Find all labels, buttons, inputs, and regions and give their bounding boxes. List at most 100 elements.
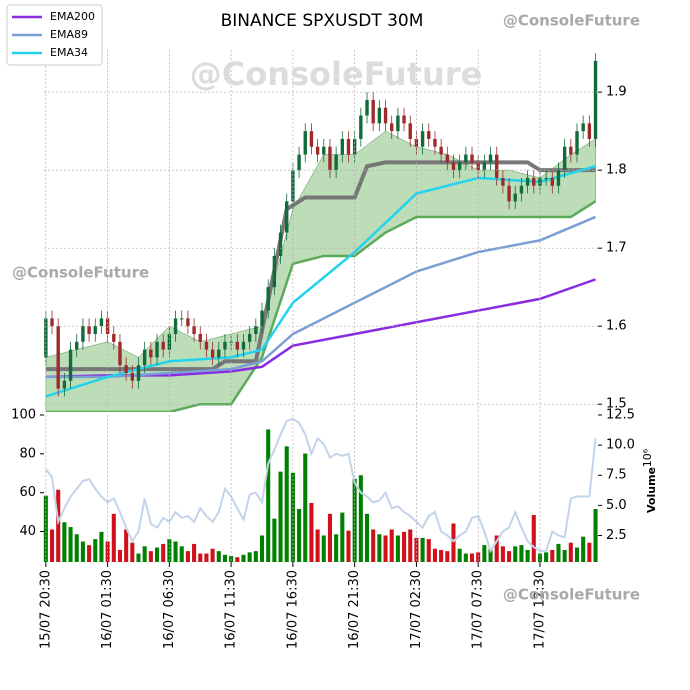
candle-body	[217, 349, 221, 358]
candle-body	[322, 146, 326, 155]
volume-bar	[297, 508, 302, 562]
volume-bar	[161, 543, 166, 562]
candle-body	[377, 107, 382, 124]
candle-body	[254, 326, 258, 334]
volume-bar	[476, 552, 481, 562]
candle-body	[587, 123, 592, 139]
x-tick-label: 16/07 21:30	[347, 570, 362, 649]
volume-bar	[253, 551, 258, 562]
volume-bar	[593, 508, 598, 562]
candle-body	[198, 333, 202, 342]
volume-bar	[426, 539, 431, 562]
y-tick-label: 1.6	[606, 319, 627, 334]
candle-body	[340, 138, 345, 155]
candle-body	[482, 162, 487, 171]
candle-body	[167, 333, 172, 350]
volume-bar	[148, 551, 153, 562]
legend-label: EMA89	[50, 28, 88, 41]
candle-body	[334, 154, 338, 171]
volume-bar	[327, 513, 332, 562]
candle-body	[186, 318, 190, 327]
y2-tick-label: 7.5	[606, 468, 627, 483]
y-tick-label: 1.8	[606, 163, 627, 178]
candle-body	[519, 185, 524, 194]
candle-body	[291, 170, 295, 202]
volume-bar	[445, 551, 450, 562]
candle-body	[278, 232, 283, 256]
watermark: @ConsoleFuture	[12, 264, 149, 282]
candle-body	[210, 349, 215, 358]
y-tick-label: 1.5	[606, 397, 627, 412]
candle-body	[124, 365, 128, 373]
volume-bar	[167, 539, 172, 562]
legend-box	[6, 4, 103, 66]
band-lower-line	[45, 200, 597, 412]
candle-body	[50, 318, 54, 327]
x-tick-label: 17/07 07:30	[471, 570, 486, 649]
lower-panel	[43, 417, 598, 562]
volume-bar	[235, 557, 240, 562]
volume-bar	[550, 549, 555, 562]
candle-body	[556, 170, 561, 186]
volume-bar	[414, 537, 419, 562]
candle-body	[136, 365, 141, 381]
candle-body	[155, 341, 159, 358]
candle-body	[68, 349, 73, 381]
candle-body	[56, 326, 60, 389]
volume-bar	[494, 535, 499, 562]
x-tick-label: 15/07 20:30	[38, 570, 53, 649]
candle-body	[266, 287, 270, 311]
candle-body	[420, 131, 425, 147]
candle-body	[235, 341, 240, 350]
volume-bar	[334, 534, 339, 562]
x-tick-label: 16/07 16:30	[285, 570, 300, 649]
volume-bar	[568, 542, 573, 562]
x-tick-label: 17/07 12:30	[532, 570, 547, 649]
candle-body	[538, 177, 542, 186]
x-tick-label: 16/07 06:30	[162, 570, 177, 649]
volume-bar	[420, 537, 425, 562]
candle-body	[365, 99, 369, 116]
candle-body	[247, 333, 252, 342]
candle-body	[550, 177, 554, 186]
volume-bar	[469, 553, 475, 562]
volume-bar	[309, 502, 314, 562]
volume-bar	[192, 543, 197, 562]
candle-body	[142, 349, 147, 366]
volume-bar	[216, 551, 221, 562]
volume-bar	[303, 453, 308, 562]
volume-bar	[371, 529, 376, 562]
volume-bar	[124, 529, 129, 562]
candle-body	[180, 318, 184, 320]
volume-bar	[111, 513, 116, 562]
candle-body	[309, 131, 314, 147]
candle-body	[359, 115, 363, 139]
candle-body	[513, 193, 517, 202]
volume-bar	[204, 553, 209, 562]
candle-body	[81, 326, 85, 342]
volume-bar	[346, 530, 351, 562]
volume-bar	[284, 446, 289, 562]
candle-body	[532, 177, 536, 186]
volume-bar	[80, 541, 85, 562]
volume-bar	[581, 536, 586, 562]
candle-body	[260, 310, 264, 327]
x-tick-label: 16/07 11:30	[224, 570, 239, 649]
volume-bar	[49, 529, 55, 562]
y-tick-label: 100	[11, 408, 36, 423]
volume-bar	[68, 527, 73, 562]
candle-body	[464, 154, 468, 163]
y-tick-label: 1.9	[606, 85, 627, 100]
y-tick-label: 40	[19, 524, 36, 539]
candle-body	[371, 99, 375, 124]
candle-body	[223, 341, 227, 350]
volume-bar	[93, 539, 98, 562]
volume-bar	[266, 429, 271, 562]
volume-axis-label: Volume	[645, 467, 658, 513]
watermark: @ConsoleFuture	[190, 55, 483, 93]
axes: 15/07 20:30 16/07 01:30 16/07 06:30 16/07 1…	[11, 50, 658, 649]
volume-bar	[56, 489, 61, 562]
candle-body	[241, 341, 246, 350]
candle-body	[593, 60, 598, 139]
rsi-line	[45, 417, 597, 554]
